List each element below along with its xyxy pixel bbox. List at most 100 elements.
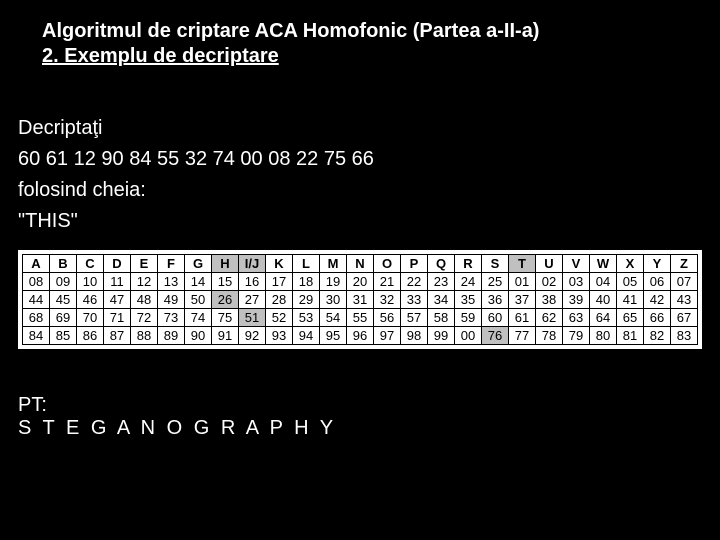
table-cell: 27 bbox=[239, 291, 266, 309]
table-header-cell: H bbox=[212, 255, 239, 273]
table-body: 0809101112131415161718192021222324250102… bbox=[23, 273, 698, 345]
table-cell: 01 bbox=[509, 273, 536, 291]
table-cell: 60 bbox=[482, 309, 509, 327]
table-cell: 83 bbox=[671, 327, 698, 345]
table-cell: 94 bbox=[293, 327, 320, 345]
table-header-cell: D bbox=[104, 255, 131, 273]
slide-title: Algoritmul de criptare ACA Homofonic (Pa… bbox=[18, 20, 702, 43]
table-cell: 80 bbox=[590, 327, 617, 345]
table-header-cell: E bbox=[131, 255, 158, 273]
table-cell: 97 bbox=[374, 327, 401, 345]
table-cell: 82 bbox=[644, 327, 671, 345]
table-cell: 66 bbox=[644, 309, 671, 327]
table-cell: 05 bbox=[617, 273, 644, 291]
table-cell: 62 bbox=[536, 309, 563, 327]
table-cell: 74 bbox=[185, 309, 212, 327]
table-cell: 53 bbox=[293, 309, 320, 327]
table-cell: 81 bbox=[617, 327, 644, 345]
table-header-cell: F bbox=[158, 255, 185, 273]
table-cell: 28 bbox=[266, 291, 293, 309]
table-cell: 06 bbox=[644, 273, 671, 291]
table-cell: 91 bbox=[212, 327, 239, 345]
table-cell: 43 bbox=[671, 291, 698, 309]
table-cell: 88 bbox=[131, 327, 158, 345]
decrypt-label: Decriptaţi bbox=[18, 116, 702, 141]
table-cell: 37 bbox=[509, 291, 536, 309]
table-cell: 84 bbox=[23, 327, 50, 345]
table-cell: 26 bbox=[212, 291, 239, 309]
table-cell: 25 bbox=[482, 273, 509, 291]
table-cell: 48 bbox=[131, 291, 158, 309]
table-cell: 18 bbox=[293, 273, 320, 291]
table-cell: 51 bbox=[239, 309, 266, 327]
table-cell: 33 bbox=[401, 291, 428, 309]
table-header-cell: U bbox=[536, 255, 563, 273]
table-cell: 56 bbox=[374, 309, 401, 327]
table-cell: 15 bbox=[212, 273, 239, 291]
table-header-cell: C bbox=[77, 255, 104, 273]
table-cell: 17 bbox=[266, 273, 293, 291]
table-cell: 46 bbox=[77, 291, 104, 309]
table-cell: 87 bbox=[104, 327, 131, 345]
table-cell: 78 bbox=[536, 327, 563, 345]
table-cell: 61 bbox=[509, 309, 536, 327]
table-cell: 99 bbox=[428, 327, 455, 345]
table-cell: 02 bbox=[536, 273, 563, 291]
table-cell: 96 bbox=[347, 327, 374, 345]
plaintext-label: PT: bbox=[18, 394, 702, 417]
cipher-table-wrap: ABCDEFGHI/JKLMNOPQRSTUVWXYZ 080910111213… bbox=[18, 250, 702, 349]
table-header-row: ABCDEFGHI/JKLMNOPQRSTUVWXYZ bbox=[23, 255, 698, 273]
table-cell: 08 bbox=[23, 273, 50, 291]
table-cell: 32 bbox=[374, 291, 401, 309]
table-cell: 95 bbox=[320, 327, 347, 345]
table-cell: 20 bbox=[347, 273, 374, 291]
table-cell: 71 bbox=[104, 309, 131, 327]
table-cell: 59 bbox=[455, 309, 482, 327]
table-cell: 69 bbox=[50, 309, 77, 327]
slide-subtitle: 2. Exemplu de decriptare bbox=[18, 45, 702, 68]
table-cell: 79 bbox=[563, 327, 590, 345]
table-cell: 31 bbox=[347, 291, 374, 309]
table-cell: 19 bbox=[320, 273, 347, 291]
table-cell: 30 bbox=[320, 291, 347, 309]
table-cell: 11 bbox=[104, 273, 131, 291]
table-cell: 12 bbox=[131, 273, 158, 291]
table-cell: 57 bbox=[401, 309, 428, 327]
table-cell: 73 bbox=[158, 309, 185, 327]
table-cell: 09 bbox=[50, 273, 77, 291]
table-cell: 92 bbox=[239, 327, 266, 345]
table-cell: 36 bbox=[482, 291, 509, 309]
table-header-cell: V bbox=[563, 255, 590, 273]
table-cell: 16 bbox=[239, 273, 266, 291]
table-header-cell: K bbox=[266, 255, 293, 273]
table-header-cell: Y bbox=[644, 255, 671, 273]
cipher-table: ABCDEFGHI/JKLMNOPQRSTUVWXYZ 080910111213… bbox=[22, 254, 698, 345]
table-cell: 44 bbox=[23, 291, 50, 309]
table-header-cell: P bbox=[401, 255, 428, 273]
table-cell: 40 bbox=[590, 291, 617, 309]
table-header-cell: I/J bbox=[239, 255, 266, 273]
table-header-cell: M bbox=[320, 255, 347, 273]
table-cell: 77 bbox=[509, 327, 536, 345]
cipher-numbers: 60 61 12 90 84 55 32 74 00 08 22 75 66 bbox=[18, 147, 702, 172]
table-header-cell: L bbox=[293, 255, 320, 273]
table-cell: 90 bbox=[185, 327, 212, 345]
table-cell: 35 bbox=[455, 291, 482, 309]
table-cell: 72 bbox=[131, 309, 158, 327]
table-cell: 21 bbox=[374, 273, 401, 291]
table-cell: 03 bbox=[563, 273, 590, 291]
table-cell: 13 bbox=[158, 273, 185, 291]
table-cell: 98 bbox=[401, 327, 428, 345]
table-cell: 00 bbox=[455, 327, 482, 345]
table-header-cell: Q bbox=[428, 255, 455, 273]
table-row: 4445464748495026272829303132333435363738… bbox=[23, 291, 698, 309]
table-cell: 14 bbox=[185, 273, 212, 291]
slide-container: Algoritmul de criptare ACA Homofonic (Pa… bbox=[0, 0, 720, 540]
table-cell: 54 bbox=[320, 309, 347, 327]
table-header-cell: W bbox=[590, 255, 617, 273]
table-cell: 41 bbox=[617, 291, 644, 309]
table-header-cell: T bbox=[509, 255, 536, 273]
table-cell: 76 bbox=[482, 327, 509, 345]
table-cell: 47 bbox=[104, 291, 131, 309]
key-value: "THIS" bbox=[18, 209, 702, 234]
